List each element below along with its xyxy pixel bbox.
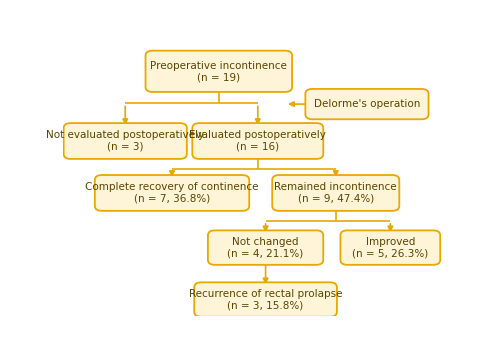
FancyBboxPatch shape	[194, 282, 337, 317]
FancyBboxPatch shape	[272, 175, 399, 211]
FancyBboxPatch shape	[145, 51, 292, 92]
FancyBboxPatch shape	[95, 175, 249, 211]
FancyBboxPatch shape	[305, 89, 429, 119]
FancyBboxPatch shape	[192, 123, 323, 159]
FancyBboxPatch shape	[341, 230, 440, 265]
Text: Improved
(n = 5, 26.3%): Improved (n = 5, 26.3%)	[352, 237, 429, 258]
FancyBboxPatch shape	[208, 230, 323, 265]
Text: Delorme's operation: Delorme's operation	[314, 99, 420, 109]
Text: Not evaluated postoperatively
(n = 3): Not evaluated postoperatively (n = 3)	[46, 130, 204, 152]
Text: Not changed
(n = 4, 21.1%): Not changed (n = 4, 21.1%)	[227, 237, 304, 258]
FancyBboxPatch shape	[64, 123, 187, 159]
Text: Recurrence of rectal prolapse
(n = 3, 15.8%): Recurrence of rectal prolapse (n = 3, 15…	[189, 289, 343, 310]
Text: Remained incontinence
(n = 9, 47.4%): Remained incontinence (n = 9, 47.4%)	[275, 182, 397, 204]
Text: Complete recovery of continence
(n = 7, 36.8%): Complete recovery of continence (n = 7, …	[86, 182, 259, 204]
Text: Evaluated postoperatively
(n = 16): Evaluated postoperatively (n = 16)	[189, 130, 326, 152]
Text: Preoperative incontinence
(n = 19): Preoperative incontinence (n = 19)	[150, 60, 287, 82]
